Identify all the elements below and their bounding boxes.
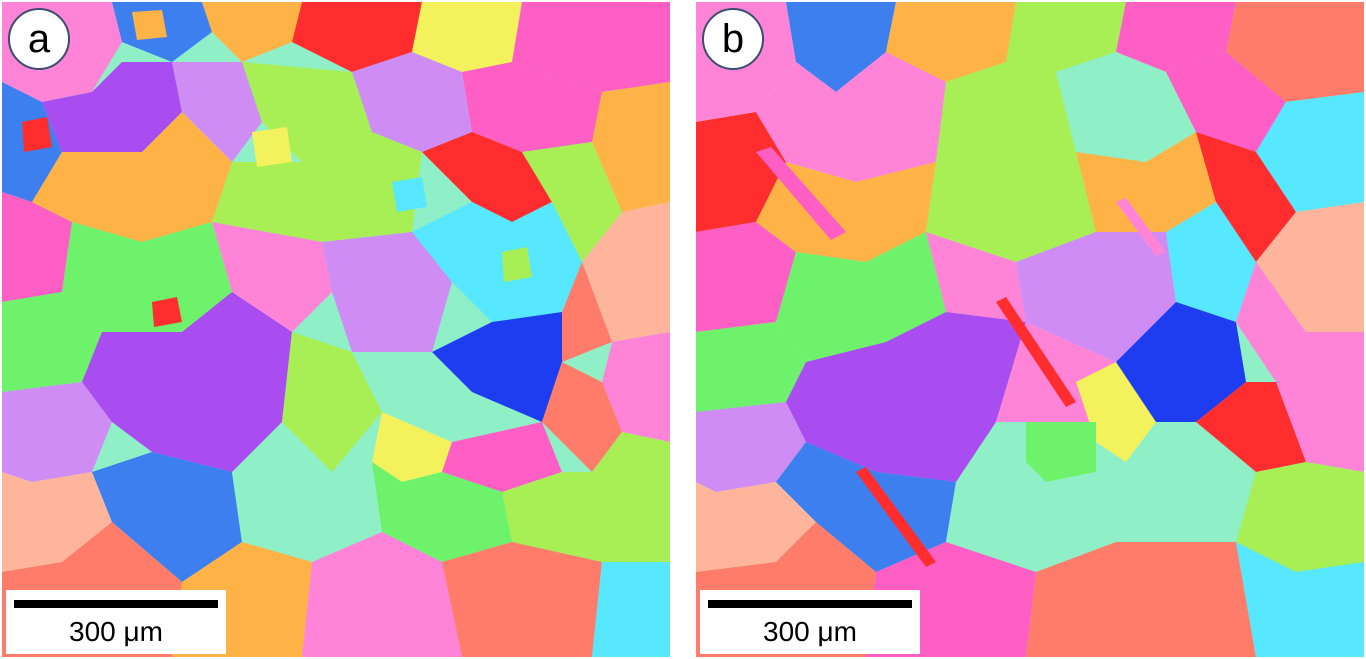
scale-bar-b: 300 μm bbox=[700, 590, 920, 654]
scale-bar-label-b: 300 μm bbox=[763, 616, 857, 647]
scale-bar-line-a bbox=[14, 600, 218, 608]
scale-bar-a: 300 μm bbox=[6, 590, 226, 654]
panel-label-b: b bbox=[702, 8, 764, 70]
scale-bar-label-a: 300 μm bbox=[69, 616, 163, 647]
scale-bar-line-b bbox=[708, 600, 912, 608]
ebsd-map-panel-a: a 300 μm bbox=[2, 2, 670, 657]
ebsd-orientation-map-a bbox=[2, 2, 670, 657]
ebsd-map-panel-b: b 300 μm bbox=[696, 2, 1364, 657]
panel-label-a: a bbox=[8, 8, 70, 70]
ebsd-orientation-map-b bbox=[696, 2, 1364, 657]
